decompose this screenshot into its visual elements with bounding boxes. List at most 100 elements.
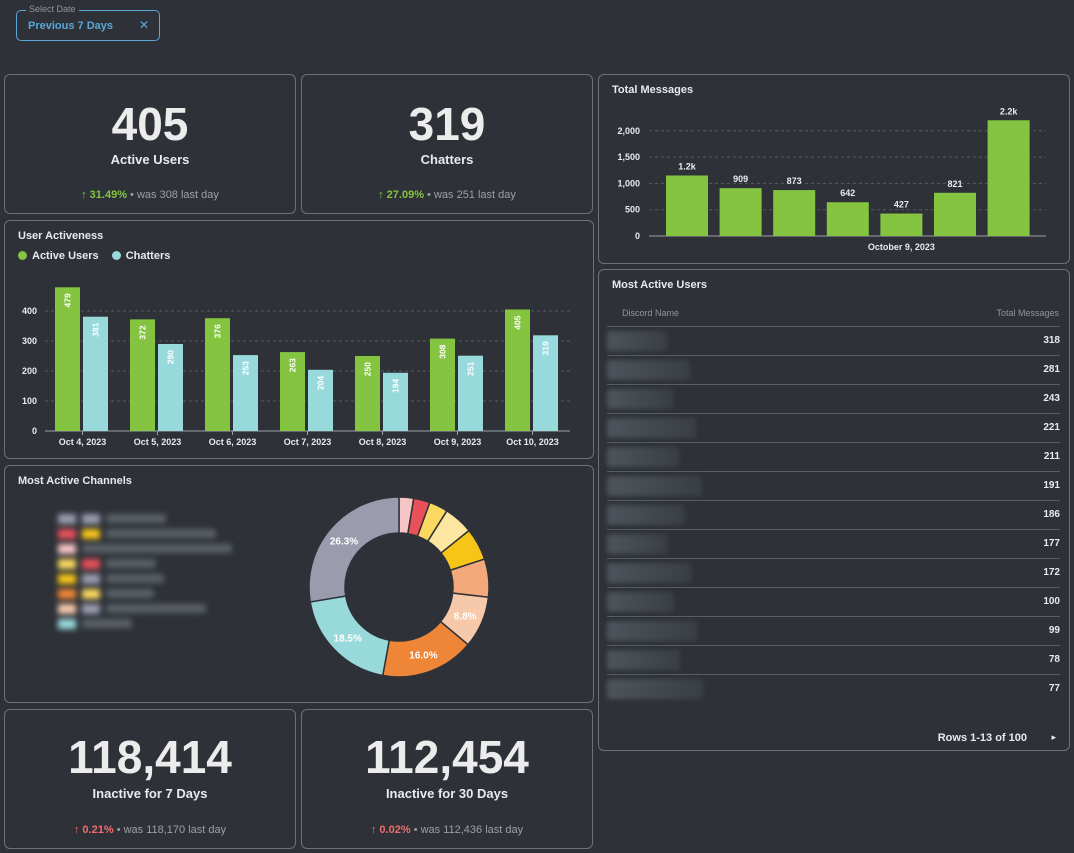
arrow-up-icon: ↑ <box>378 189 384 201</box>
bar-value-label: 642 <box>840 188 855 198</box>
bar-value-label: 376 <box>213 324 223 338</box>
inactive-7-days-change: ↑ 0.21% • was 118,170 last day <box>5 824 295 836</box>
total-messages-card: Total Messages 0 500 1,000 1,500 2,000 1.2k 90… <box>598 74 1070 264</box>
total-messages-cell: 99 <box>1048 625 1060 636</box>
inactive-30-days-pct: 0.02% <box>379 824 411 836</box>
table-row[interactable]: 99 <box>607 616 1060 645</box>
total-messages-cell: 186 <box>1043 509 1060 520</box>
y-tick-label: 200 <box>22 366 37 376</box>
bar-value-label: 2.2k <box>1000 106 1019 116</box>
bar-active-users <box>505 309 530 431</box>
x-tick-label: Oct 4, 2023 <box>59 437 107 447</box>
table-row[interactable]: 221 <box>607 413 1060 442</box>
bar-value-label: 381 <box>91 322 101 336</box>
x-tick-label: Oct 10, 2023 <box>506 437 559 447</box>
discord-name-redacted <box>607 650 680 670</box>
total-messages-title: Total Messages <box>612 84 694 96</box>
table-row[interactable]: 318 <box>607 326 1060 355</box>
bar-value-label: 1.2k <box>678 162 697 172</box>
most-active-users-title: Most Active Users <box>612 279 707 291</box>
discord-name-redacted <box>607 389 673 409</box>
bar-active-users <box>130 319 155 431</box>
discord-name-redacted <box>607 563 691 583</box>
slice-label: 18.5% <box>334 634 362 645</box>
arrow-up-icon: ↑ <box>370 824 377 836</box>
header-total-messages[interactable]: Total Messages <box>996 308 1059 318</box>
bar-value-label: 405 <box>513 315 523 329</box>
chart-legend: Active Users Chatters <box>18 250 180 262</box>
total-messages-cell: 281 <box>1043 364 1060 375</box>
table-row[interactable]: 281 <box>607 355 1060 384</box>
bar-value-label: 204 <box>316 376 326 390</box>
arrow-up-icon: ↑ <box>81 189 87 201</box>
header-discord-name[interactable]: Discord Name <box>622 308 680 318</box>
x-tick-label: Oct 7, 2023 <box>284 437 332 447</box>
bar-value-label: 319 <box>541 341 551 355</box>
date-filter-value[interactable]: Previous 7 Days <box>28 20 113 32</box>
slice-label: 26.3% <box>330 537 358 548</box>
bar-chatters <box>458 355 483 431</box>
bar-value-label: 909 <box>733 174 748 184</box>
user-activeness-chart: 0 100 200 300 400 Oct 4, 2023 479 381 Oct 5, 202… <box>22 287 570 447</box>
table-row[interactable]: 172 <box>607 558 1060 587</box>
table-row[interactable]: 77 <box>607 674 1060 703</box>
message-bar <box>987 120 1030 236</box>
bar-chatters <box>158 344 183 431</box>
chatters-card: 319 Chatters ↑ 27.09% • was 251 last day <box>301 74 593 214</box>
legend-active-users[interactable]: Active Users <box>18 250 99 262</box>
total-messages-chart: 0 500 1,000 1,500 2,000 1.2k 909 873 642 427 Octob… <box>617 106 1046 252</box>
date-filter[interactable]: Select Date Previous 7 Days ✕ <box>16 4 160 41</box>
active-users-card: 405 Active Users ↑ 31.49% • was 308 last… <box>4 74 296 214</box>
discord-name-redacted <box>607 592 674 612</box>
bar-value-label: 821 <box>947 179 962 189</box>
inactive-30-days-card: 112,454 Inactive for 30 Days ↑ 0.02% • w… <box>301 709 593 849</box>
pagination-label: Rows 1-13 of 100 <box>937 732 1027 744</box>
active-users-change: ↑ 31.49% • was 308 last day <box>5 189 295 201</box>
x-tick-label: Oct 8, 2023 <box>359 437 407 447</box>
next-page-icon[interactable]: ▸ <box>1051 732 1056 742</box>
date-filter-legend: Select Date <box>26 4 79 14</box>
active-users-pct: 31.49% <box>89 189 127 201</box>
table-row[interactable]: 191 <box>607 471 1060 500</box>
table-header: Discord Name Total Messages <box>609 308 1059 326</box>
active-users-was: • was 308 last day <box>130 189 219 201</box>
table-row[interactable]: 211 <box>607 442 1060 471</box>
arrow-up-icon: ↑ <box>73 824 80 836</box>
x-tick-label: Oct 9, 2023 <box>434 437 482 447</box>
bar-value-label: 479 <box>63 293 73 307</box>
table-row[interactable]: 78 <box>607 645 1060 674</box>
active-users-label: Active Users <box>110 152 190 167</box>
inactive-30-days-value: 112,454 <box>365 731 529 783</box>
chatters-label: Chatters <box>420 152 474 167</box>
clear-icon[interactable]: ✕ <box>138 18 149 32</box>
table-row[interactable]: 100 <box>607 587 1060 616</box>
total-messages-cell: 318 <box>1043 335 1060 346</box>
discord-name-redacted <box>607 360 690 380</box>
bar-chatters <box>383 372 408 431</box>
bar-chatters <box>308 369 333 431</box>
total-messages-cell: 172 <box>1043 567 1060 578</box>
user-activeness-card: User Activeness Active Users Chatters 0 1… <box>4 220 594 459</box>
inactive-7-days-was: • was 118,170 last day <box>116 824 227 836</box>
legend-chatters[interactable]: Chatters <box>111 250 170 262</box>
bar-active-users <box>55 287 80 431</box>
slice-label: 16.0% <box>409 651 437 662</box>
donut-slice <box>308 496 400 603</box>
bar-active-users <box>355 356 380 431</box>
bar-value-label: 253 <box>241 361 251 375</box>
bar-chatters <box>233 355 258 431</box>
bar-value-label: 372 <box>138 325 148 339</box>
y-tick-label: 0 <box>635 231 640 241</box>
discord-name-redacted <box>607 621 697 641</box>
chatters-value: 319 <box>408 98 486 150</box>
x-tick-label: October 9, 2023 <box>868 242 935 252</box>
slice-label: 8.8% <box>454 611 477 622</box>
bar-value-label: 251 <box>466 361 476 375</box>
table-row[interactable]: 177 <box>607 529 1060 558</box>
table-row[interactable]: 243 <box>607 384 1060 413</box>
most-active-channels-title: Most Active Channels <box>18 475 132 487</box>
x-tick-label: Oct 5, 2023 <box>134 437 182 447</box>
table-row[interactable]: 186 <box>607 500 1060 529</box>
discord-name-redacted <box>607 476 702 496</box>
x-tick-label: Oct 6, 2023 <box>209 437 257 447</box>
